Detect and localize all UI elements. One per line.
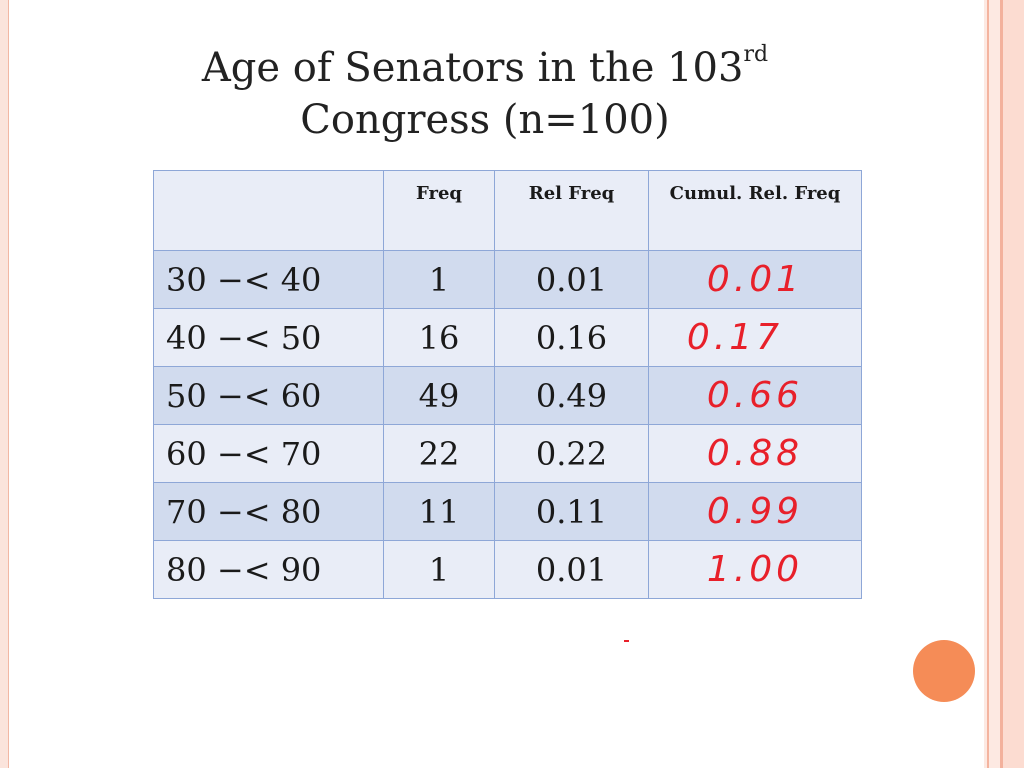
cumul-cell: 0.99: [648, 482, 862, 541]
table-row: 30 −< 40 1 0.01 0.01: [153, 250, 862, 309]
cumul-cell: 0.66: [648, 366, 862, 425]
rel-freq-cell: 0.01: [494, 250, 649, 309]
slide-title: Age of Senators in the 103rd Congress (n…: [140, 42, 830, 146]
class-cell: 40 −< 50: [153, 308, 384, 367]
class-cell: 80 −< 90: [153, 540, 384, 599]
class-cell: 70 −< 80: [153, 482, 384, 541]
class-cell: 50 −< 60: [153, 366, 384, 425]
header-freq: Freq: [383, 170, 495, 251]
cumul-cell: 1.00: [648, 540, 862, 599]
stray-ink-mark: [624, 640, 629, 642]
table-header-row: Freq Rel Freq Cumul. Rel. Freq: [153, 170, 862, 251]
header-class: [153, 170, 384, 251]
left-frame-border: [0, 0, 9, 768]
rel-freq-cell: 0.22: [494, 424, 649, 483]
decorative-circle: [913, 640, 975, 702]
table-row: 60 −< 70 22 0.22 0.88: [153, 424, 862, 483]
handwritten-cumul: 0.66: [706, 375, 804, 416]
cumul-cell: 0.17: [648, 308, 862, 367]
table-row: 70 −< 80 11 0.11 0.99: [153, 482, 862, 541]
frequency-table: Freq Rel Freq Cumul. Rel. Freq 30 −< 40 …: [153, 170, 862, 599]
handwritten-cumul: 0.88: [706, 433, 804, 474]
table-row: 40 −< 50 16 0.16 0.17: [153, 308, 862, 367]
cumul-cell: 0.01: [648, 250, 862, 309]
freq-cell: 49: [383, 366, 495, 425]
title-superscript: rd: [743, 42, 769, 67]
table-row: 80 −< 90 1 0.01 1.00: [153, 540, 862, 599]
cumul-cell: 0.88: [648, 424, 862, 483]
handwritten-cumul: 0.01: [706, 259, 804, 300]
freq-cell: 16: [383, 308, 495, 367]
table-row: 50 −< 60 49 0.49 0.66: [153, 366, 862, 425]
title-line-2: Congress (n=100): [300, 97, 670, 143]
rel-freq-cell: 0.01: [494, 540, 649, 599]
freq-cell: 1: [383, 250, 495, 309]
handwritten-cumul: 0.17: [686, 317, 784, 358]
handwritten-cumul: 1.00: [706, 549, 804, 590]
header-cumul-rel-freq: Cumul. Rel. Freq: [648, 170, 862, 251]
rel-freq-cell: 0.16: [494, 308, 649, 367]
freq-cell: 11: [383, 482, 495, 541]
freq-cell: 22: [383, 424, 495, 483]
rel-freq-cell: 0.11: [494, 482, 649, 541]
class-cell: 60 −< 70: [153, 424, 384, 483]
rel-freq-cell: 0.49: [494, 366, 649, 425]
class-cell: 30 −< 40: [153, 250, 384, 309]
header-rel-freq: Rel Freq: [494, 170, 649, 251]
right-frame-border: [984, 0, 1024, 768]
title-line-1: Age of Senators in the 103: [201, 45, 744, 91]
handwritten-cumul: 0.99: [706, 491, 804, 532]
freq-cell: 1: [383, 540, 495, 599]
